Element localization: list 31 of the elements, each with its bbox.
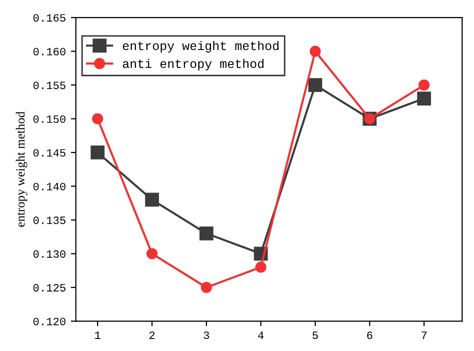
y-tick-label: 0.160 — [33, 48, 66, 56]
y-tick-label: 0.150 — [33, 115, 66, 123]
point — [310, 46, 321, 57]
legend-label: entropy weight method — [122, 40, 279, 53]
x-tick-label: 2 — [149, 332, 155, 339]
point — [308, 78, 322, 92]
point — [418, 79, 430, 91]
point — [90, 146, 105, 160]
point — [145, 192, 159, 207]
x-tick-label: 7 — [422, 332, 427, 339]
y-tick-label: 0.155 — [33, 82, 66, 90]
point — [92, 113, 104, 124]
y-tick-label: 0.120 — [33, 318, 66, 326]
y-tick-label: 0.165 — [33, 14, 66, 22]
y-tick-label: 0.130 — [33, 250, 66, 258]
y-tick-label: 0.140 — [33, 182, 66, 190]
y-tick-label: 0.145 — [33, 149, 66, 157]
legend-label: anti entropy method — [122, 58, 264, 70]
point — [199, 226, 214, 240]
x-tick-label: 3 — [204, 332, 210, 340]
y-tick-label: 0.125 — [33, 284, 66, 292]
x-tick-label: 4 — [258, 332, 264, 339]
x-tick-label: 5 — [312, 332, 318, 340]
x-tick-label: 6 — [367, 332, 372, 340]
y-axis-title: entropy weight method — [16, 112, 28, 227]
point — [146, 248, 158, 260]
x-tick-label: 1 — [95, 332, 100, 339]
y-tick-label: 0.135 — [33, 216, 66, 224]
point — [255, 262, 266, 273]
point — [417, 92, 432, 106]
point — [200, 282, 212, 293]
